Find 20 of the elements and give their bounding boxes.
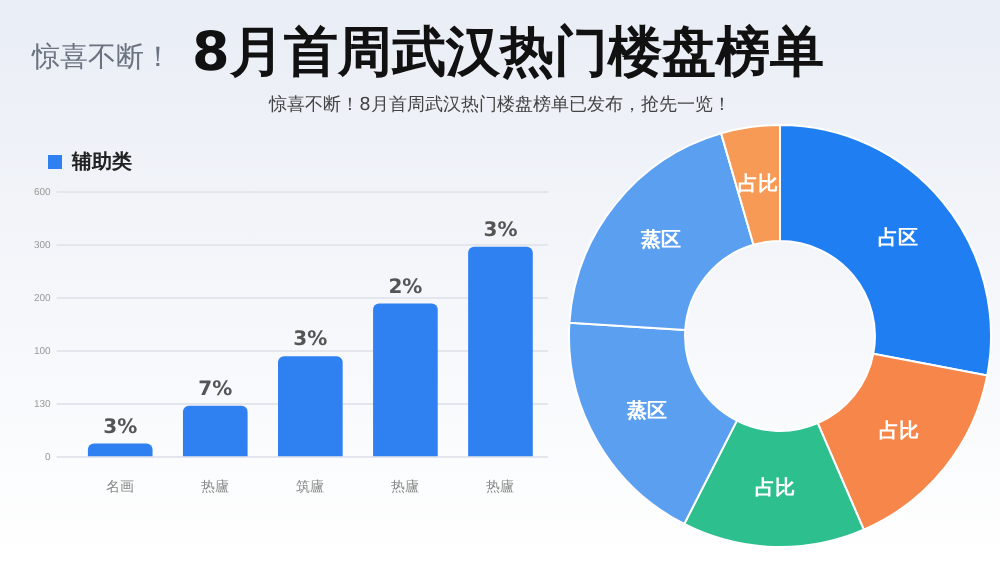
bar — [278, 356, 343, 457]
slice-label: 占比 — [755, 476, 796, 501]
text: 3% — [103, 416, 138, 439]
text: 2% — [388, 276, 423, 299]
text: 3% — [293, 329, 328, 352]
slice-label: 蒸区 — [638, 227, 681, 252]
legend-label: 辅助类 — [70, 149, 132, 174]
chart-title: 8月首周武汉热门楼盘榜单 — [192, 20, 824, 88]
bar — [87, 443, 153, 457]
bar — [373, 303, 438, 457]
slice-label: 占区 — [877, 225, 918, 250]
text: 7% — [198, 379, 233, 402]
slice-label: 占比 — [879, 418, 920, 443]
text: 惊喜不断！ — [32, 40, 172, 76]
text: 3% — [483, 219, 518, 242]
bar — [182, 405, 248, 457]
bar — [468, 246, 533, 457]
chart-subtitle: 惊喜不断！8月首周武汉热门楼盘榜单已发布，抢先一览！ — [266, 93, 733, 118]
slice-label: 蒸区 — [625, 398, 668, 423]
slice-label: 占比 — [738, 171, 779, 196]
